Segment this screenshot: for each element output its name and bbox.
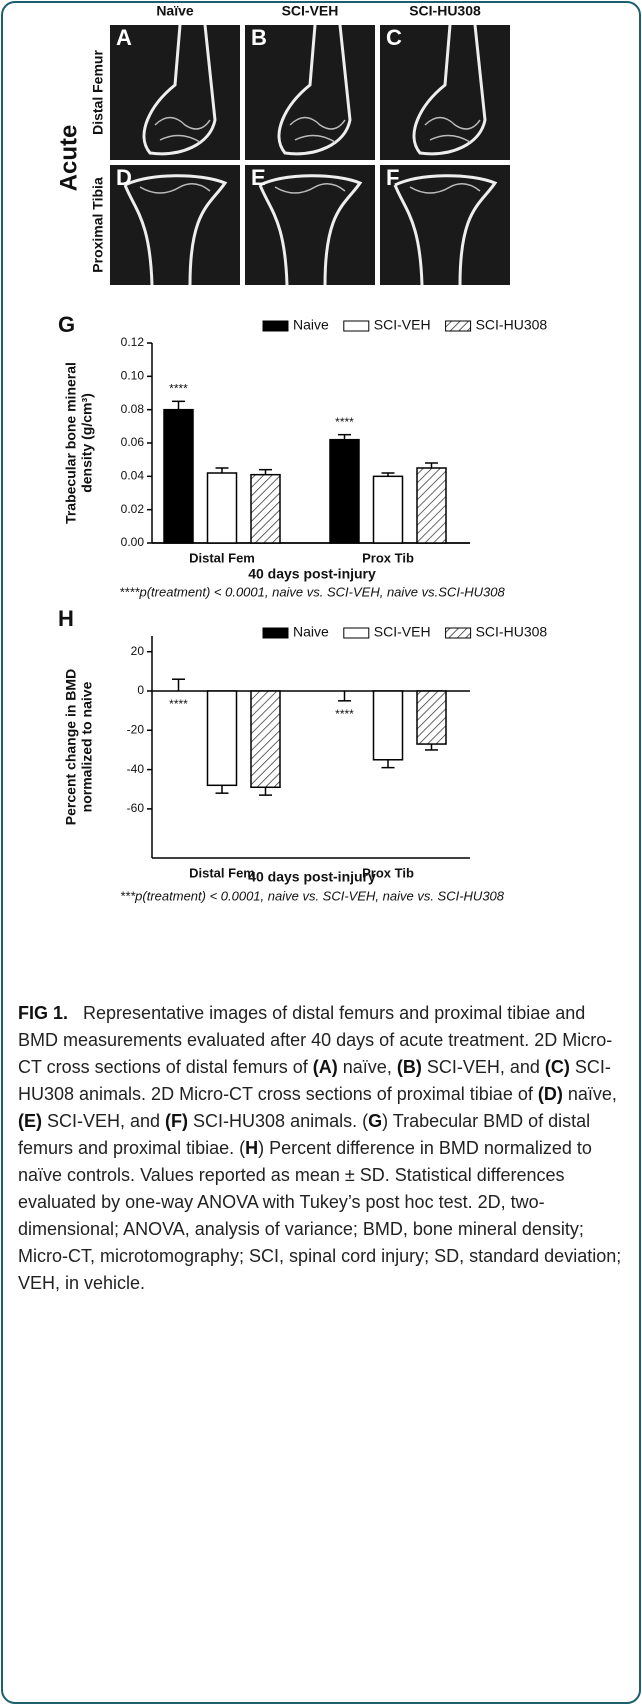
caption-ref: (C) [545, 1057, 570, 1077]
y-tick-label: 0.10 [121, 369, 145, 383]
caption-ref: H [245, 1138, 258, 1158]
legend-label: Naive [293, 624, 329, 640]
bar [208, 473, 237, 543]
page: Naïve SCI-VEH SCI-HU308 Distal Femur Proxima… [0, 0, 642, 1705]
bar [164, 410, 193, 543]
panel-letter: G [58, 312, 75, 337]
x-axis-label: 40 days post-injury [248, 566, 376, 582]
significance: **** [169, 382, 188, 396]
y-tick-label: 0.02 [121, 502, 145, 516]
bar [374, 476, 403, 543]
caption-ref: (F) [165, 1111, 188, 1131]
caption-text: naïve, [563, 1084, 617, 1104]
y-tick-label: -60 [127, 801, 145, 815]
bar [251, 691, 280, 787]
caption-ref: G [368, 1111, 382, 1131]
y-tick-label: 0.06 [121, 435, 145, 449]
bar [208, 691, 237, 785]
panel-letter: C [386, 25, 402, 50]
caption-label: FIG 1. [18, 1003, 68, 1023]
panel-letter: F [386, 165, 399, 190]
y-axis-label: Trabecular bone mineral [63, 362, 79, 524]
caption-ref: (A) [313, 1057, 338, 1077]
caption-text: SCI-HU308 animals. ( [188, 1111, 368, 1131]
panel-letter: H [58, 606, 74, 631]
bar [251, 475, 280, 543]
significance: **** [335, 415, 354, 429]
y-tick-label: 0.04 [121, 469, 145, 483]
caption-text: SCI-VEH, and [422, 1057, 545, 1077]
significance: **** [335, 707, 354, 721]
caption-ref: (D) [538, 1084, 563, 1104]
x-tick-label: Distal Fem [189, 865, 255, 880]
caption-text: ) Percent difference in BMD normalized t… [18, 1138, 621, 1293]
legend-swatch [344, 321, 369, 331]
bar [417, 468, 446, 543]
legend-label: SCI-HU308 [476, 317, 548, 333]
figure: Naïve SCI-VEH SCI-HU308 Distal Femur Proxima… [0, 0, 642, 960]
caption-text: naïve, [338, 1057, 397, 1077]
legend-swatch [446, 321, 471, 331]
x-tick-label: Prox Tib [362, 550, 414, 565]
y-tick-label: 0.00 [121, 535, 145, 549]
caption: FIG 1. Representative images of distal f… [18, 1000, 622, 1297]
caption-text: SCI-VEH, and [42, 1111, 165, 1131]
footnote: ****p(treatment) < 0.0001, naive vs. SCI… [119, 584, 505, 599]
legend-swatch [263, 321, 288, 331]
y-axis-label: density (g/cm³) [79, 393, 95, 493]
y-tick-label: 0.12 [121, 335, 145, 349]
panel-letter: D [116, 165, 132, 190]
y-tick-label: -40 [127, 762, 145, 776]
panel-letter: A [116, 25, 132, 50]
row-label: Proximal Tibia [90, 177, 106, 273]
group-label: Acute [55, 125, 82, 192]
significance: **** [169, 697, 188, 711]
legend-swatch [263, 628, 288, 638]
bar [374, 691, 403, 760]
y-axis-label: normalized to naive [79, 681, 95, 812]
bar [330, 440, 359, 543]
bar [417, 691, 446, 744]
legend-label: SCI-HU308 [476, 624, 548, 640]
row-label: Distal Femur [90, 50, 106, 135]
legend-label: SCI-VEH [374, 317, 431, 333]
panel-letter: B [251, 25, 267, 50]
y-tick-label: -20 [127, 722, 145, 736]
y-tick-label: 0.08 [121, 402, 145, 416]
y-tick-label: 20 [131, 644, 145, 658]
legend-label: Naive [293, 317, 329, 333]
panel-letter: E [251, 165, 266, 190]
y-tick-label: 0 [137, 683, 144, 697]
legend-label: SCI-VEH [374, 624, 431, 640]
column-header: SCI-HU308 [409, 3, 481, 19]
caption-ref: (E) [18, 1111, 42, 1131]
x-axis-label: 40 days post-injury [248, 869, 376, 885]
column-header: Naïve [156, 3, 194, 19]
footnote: ***p(treatment) < 0.0001, naive vs. SCI-… [120, 888, 505, 903]
legend-swatch [446, 628, 471, 638]
legend-swatch [344, 628, 369, 638]
x-tick-label: Distal Fem [189, 550, 255, 565]
y-axis-label: Percent change in BMD [63, 669, 79, 825]
column-header: SCI-VEH [282, 3, 339, 19]
caption-ref: (B) [397, 1057, 422, 1077]
